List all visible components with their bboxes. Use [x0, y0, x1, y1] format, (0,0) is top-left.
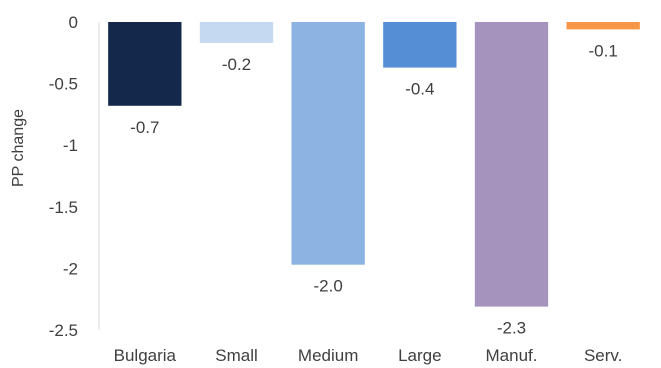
- bar: [291, 22, 365, 265]
- y-tick-label: -2.5: [49, 321, 78, 340]
- y-tick-label: -0.5: [49, 75, 78, 94]
- bar: [383, 22, 457, 68]
- bar: [199, 22, 274, 43]
- bar: [566, 22, 640, 30]
- bars: [108, 22, 640, 307]
- y-tick-label: 0: [69, 13, 78, 32]
- bar: [108, 22, 182, 106]
- data-label: -2.3: [497, 319, 526, 338]
- data-label: -0.7: [130, 118, 159, 137]
- data-label: -0.4: [405, 80, 434, 99]
- category-label: Manuf.: [486, 346, 538, 365]
- category-labels: Bulgaria Small Medium Large Manuf. Serv.: [114, 346, 623, 365]
- category-label: Small: [215, 346, 258, 365]
- data-labels: -0.7 -0.2 -2.0 -0.4 -2.3 -0.1: [130, 41, 618, 337]
- data-label: -0.2: [222, 55, 251, 74]
- bar: [474, 22, 549, 307]
- y-tick-label: -1.5: [49, 198, 78, 217]
- category-label: Serv.: [584, 346, 622, 365]
- category-label: Medium: [298, 346, 358, 365]
- data-label: -0.1: [589, 41, 618, 60]
- y-tick-label: -2: [63, 259, 78, 278]
- data-label: -2.0: [314, 277, 343, 296]
- category-label: Bulgaria: [114, 346, 177, 365]
- y-tick-labels: 0 -0.5 -1 -1.5 -2 -2.5: [49, 13, 78, 340]
- y-tick-label: -1: [63, 136, 78, 155]
- y-axis-label: PP change: [10, 109, 27, 187]
- category-label: Large: [398, 346, 441, 365]
